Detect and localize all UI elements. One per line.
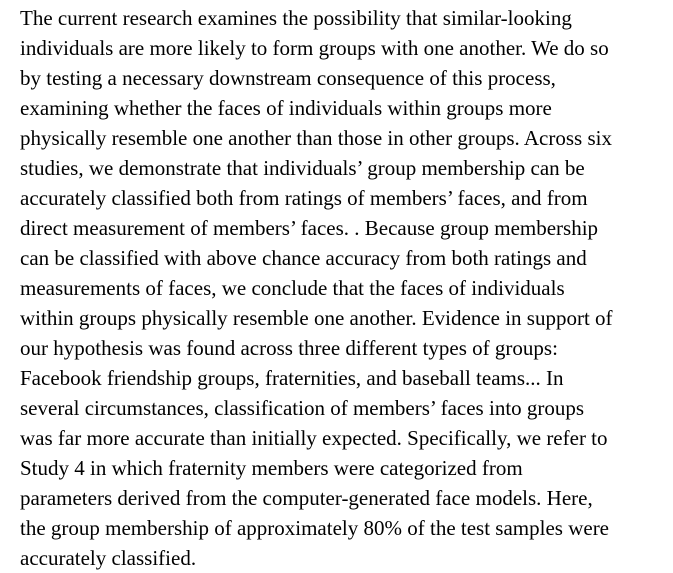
text-line: accurately classified both from ratings … (20, 186, 588, 210)
text-line: The current research examines the possib… (20, 6, 572, 30)
text-line: the group membership of approximately 80… (20, 516, 610, 540)
text-line: measurements of faces, we conclude that … (20, 276, 565, 300)
text-line: was far more accurate than initially exp… (20, 426, 608, 450)
text-line: several circumstances, classification of… (20, 396, 585, 420)
text-line: direct measurement of members’ faces. . … (20, 216, 599, 240)
text-line: examining whether the faces of individua… (20, 96, 552, 120)
text-line: can be classified with above chance accu… (20, 246, 587, 270)
text-line: our hypothesis was found across three di… (20, 336, 558, 360)
text-line: individuals are more likely to form grou… (20, 36, 609, 60)
text-line: physically resemble one another than tho… (20, 126, 612, 150)
text-line: by testing a necessary downstream conseq… (20, 66, 556, 90)
text-line: studies, we demonstrate that individuals… (20, 156, 585, 180)
text-line: accurately classified. (20, 546, 197, 570)
text-line: parameters derived from the computer-gen… (20, 486, 593, 510)
text-line: Facebook friendship groups, fraternities… (20, 366, 564, 390)
text-line: within groups physically resemble one an… (20, 306, 613, 330)
text-line: Study 4 in which fraternity members were… (20, 456, 523, 480)
abstract-paragraph: The current research examines the possib… (20, 3, 670, 573)
